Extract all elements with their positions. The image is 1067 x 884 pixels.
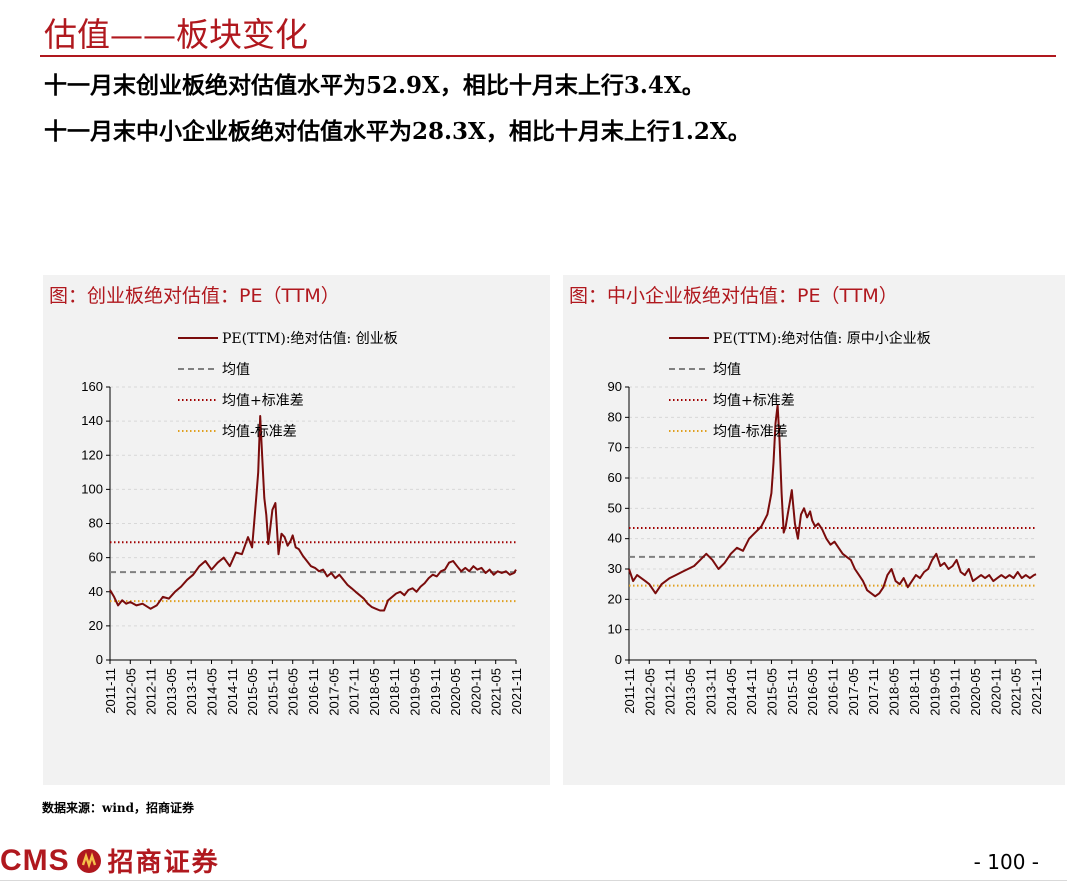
x-tick-label: 2016-05 [805, 668, 820, 716]
x-tick-label: 2015-11 [785, 668, 800, 715]
series-line [109, 415, 517, 612]
y-tick-label: 50 [608, 500, 622, 515]
x-tick-label: 2019-05 [927, 668, 942, 716]
y-tick-label: 10 [608, 622, 622, 637]
logo-wordmark: CMS [0, 843, 70, 877]
legend-label: PE(TTM):绝对估值: 创业板 [222, 331, 398, 347]
x-tick-label: 2011-11 [622, 668, 637, 714]
x-tick-label: 2014-05 [724, 668, 739, 716]
x-tick-label: 2021-11 [1029, 668, 1044, 715]
data-source-note: 数据来源：wind，招商证券 [42, 801, 195, 815]
x-tick-label: 2020-05 [968, 668, 983, 716]
x-tick-label: 2015-05 [245, 668, 260, 716]
footer-divider [0, 880, 1067, 881]
legend-label: 均值 [222, 362, 250, 378]
x-tick-label: 2021-05 [489, 668, 504, 716]
x-tick-label: 2019-05 [408, 668, 423, 716]
x-tick-label: 2019-11 [948, 668, 963, 715]
x-tick-label: 2017-05 [846, 668, 861, 716]
legend-label: 均值-标准差 [222, 424, 297, 440]
y-tick-label: 100 [81, 481, 103, 496]
y-tick-label: 90 [608, 379, 622, 394]
x-tick-label: 2013-11 [703, 668, 718, 715]
legend-label: 均值+标准差 [713, 393, 795, 409]
x-tick-label: 2017-11 [347, 668, 362, 715]
page-title: 估值——板块变化 [44, 15, 308, 54]
chart-title: 图：中小企业板绝对估值：PE（TTM） [569, 285, 898, 307]
y-tick-label: 80 [608, 409, 622, 424]
x-tick-label: 2016-05 [286, 668, 301, 716]
y-tick-label: 40 [89, 584, 103, 599]
summary-line-chinext: 十一月末创业板绝对估值水平为52.9X，相比十月末上行3.4X。 [44, 72, 705, 99]
y-tick-label: 20 [608, 591, 622, 606]
x-tick-label: 2018-11 [907, 668, 922, 715]
legend-label: 均值-标准差 [713, 424, 788, 440]
chart-sme-pe: 0 10 20 30 40 50 60 70 80 90 2011-11 2012-05 2012-11… [608, 330, 1044, 716]
logo-emblem-icon [76, 848, 101, 873]
x-tick-label: 2021-11 [509, 668, 524, 715]
brand-logo: CMS 招商证券 [0, 842, 220, 879]
y-tick-label: 0 [96, 652, 103, 667]
x-tick-label: 2016-11 [306, 668, 321, 715]
x-tick-label: 2018-05 [887, 668, 902, 716]
y-tick-label: 70 [608, 440, 622, 455]
x-tick-label: 2013-11 [184, 668, 199, 715]
title-divider [40, 55, 1056, 57]
legend-label: 均值 [713, 362, 741, 378]
x-tick-label: 2014-11 [225, 668, 240, 715]
x-tick-label: 2020-11 [988, 668, 1003, 715]
y-tick-label: 40 [608, 531, 622, 546]
y-tick-label: 30 [608, 561, 622, 576]
x-tick-label: 2014-11 [744, 668, 759, 715]
summary-line-sme: 十一月末中小企业板绝对估值水平为28.3X，相比十月末上行1.2X。 [44, 118, 751, 145]
y-tick-label: 80 [89, 516, 103, 531]
y-tick-label: 140 [81, 413, 103, 428]
x-tick-label: 2012-05 [642, 668, 657, 716]
y-tick-label: 120 [81, 447, 103, 462]
x-tick-label: 2013-05 [164, 668, 179, 716]
y-tick-label: 0 [615, 652, 622, 667]
x-tick-label: 2018-11 [387, 668, 402, 715]
x-tick-label: 2015-11 [265, 668, 280, 715]
x-tick-label: 2020-11 [468, 668, 483, 715]
x-tick-label: 2016-11 [826, 668, 841, 715]
x-tick-label: 2020-05 [448, 668, 463, 716]
x-tick-label: 2014-05 [205, 668, 220, 716]
x-tick-label: 2017-05 [326, 668, 341, 716]
x-tick-label: 2012-05 [123, 668, 138, 716]
legend-label: 均值+标准差 [222, 393, 304, 409]
y-tick-label: 60 [89, 550, 103, 565]
x-tick-label: 2013-05 [683, 668, 698, 716]
chart-panel-sme: 图：中小企业板绝对估值：PE（TTM） 0 10 20 30 40 50 60 70 80 90 2… [563, 275, 1065, 785]
y-tick-label: 20 [89, 618, 103, 633]
y-tick-label: 60 [608, 470, 622, 485]
chart-panel-chinext: 图：创业板绝对估值：PE（TTM） 0 20 40 60 80 100 120 140 160 2… [43, 275, 550, 785]
x-tick-label: 2019-11 [428, 668, 443, 715]
logo-chinese-name: 招商证券 [107, 848, 220, 878]
x-tick-label: 2012-11 [663, 668, 678, 715]
chart-chinext-pe: 0 20 40 60 80 100 120 140 160 2011-11 2012-05 2012-… [81, 331, 524, 716]
chart-title: 图：创业板绝对估值：PE（TTM） [49, 285, 340, 307]
y-tick-label: 160 [81, 379, 103, 394]
x-tick-label: 2012-11 [144, 668, 159, 715]
x-tick-label: 2018-05 [367, 668, 382, 716]
page-number: - 100 - [973, 850, 1039, 874]
x-tick-label: 2017-11 [866, 668, 881, 715]
x-tick-label: 2015-05 [764, 668, 779, 716]
x-tick-label: 2011-11 [103, 668, 118, 714]
series-line [628, 404, 1037, 598]
x-tick-label: 2021-05 [1009, 668, 1024, 716]
legend-label: PE(TTM):绝对估值: 原中小企业板 [713, 330, 931, 347]
